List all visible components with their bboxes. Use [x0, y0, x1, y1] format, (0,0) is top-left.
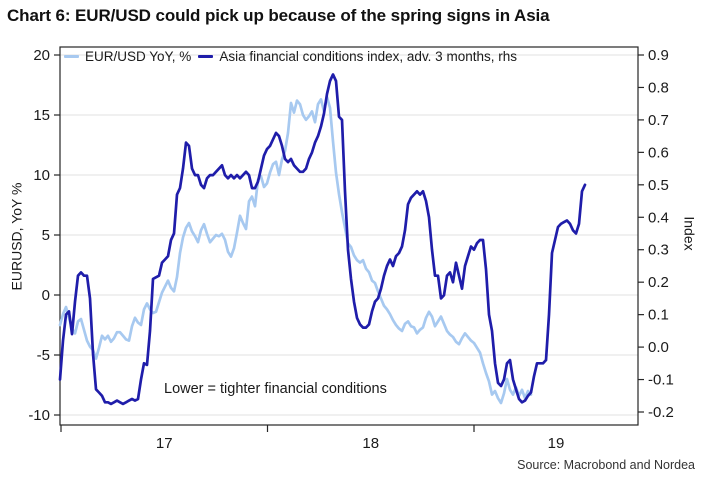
right-tick-label: 0.7 [648, 112, 669, 129]
x-tick-label: 19 [548, 435, 565, 452]
right-tick-label: 0.8 [648, 79, 669, 96]
chart-title: Chart 6: EUR/USD could pick up because o… [7, 6, 550, 25]
x-tick-label: 18 [362, 435, 379, 452]
right-tick-label: 0.4 [648, 209, 669, 226]
plot-frame [59, 46, 639, 426]
left-tick-label: 10 [33, 167, 50, 184]
right-tick-label: 0.1 [648, 307, 669, 324]
left-tick-label: -5 [37, 347, 50, 364]
left-tick-label: 0 [42, 287, 50, 304]
left-tick-label: 20 [33, 47, 50, 64]
legend-label-asia-fci: Asia financial conditions index, adv. 3 … [219, 49, 517, 64]
legend-item-eurusd: EUR/USD YoY, % [64, 49, 191, 64]
right-tick-label: 0.6 [648, 144, 669, 161]
right-tick-label: 0.2 [648, 274, 669, 291]
right-tick-label: 0.3 [648, 242, 669, 259]
right-tick-label: -0.1 [648, 372, 674, 389]
eurusd-line-swatch [64, 55, 79, 58]
right-tick-label: 0.9 [648, 47, 669, 64]
left-tick-label: -10 [28, 407, 50, 424]
right-y-axis-title: Index [681, 216, 698, 251]
right-tick-label: 0.0 [648, 339, 669, 356]
right-tick-label: 0.5 [648, 177, 669, 194]
series-line-asia-fci [58, 73, 587, 406]
left-tick-label: 5 [42, 227, 50, 244]
plot-annotation: Lower = tighter financial conditions [164, 381, 387, 397]
asia-fci-line-swatch [198, 55, 214, 58]
x-tick-label: 17 [156, 435, 173, 452]
series-line-eurusd [58, 95, 533, 405]
left-tick-label: 15 [33, 107, 50, 124]
left-y-axis-title: EURUSD, YoY % [8, 182, 25, 291]
legend-item-asia-fci: Asia financial conditions index, adv. 3 … [198, 49, 517, 64]
chart-legend: EUR/USD YoY, % Asia financial conditions… [64, 49, 517, 64]
right-tick-label: -0.2 [648, 404, 674, 421]
source-note: Source: Macrobond and Nordea [517, 458, 695, 472]
legend-label-eurusd: EUR/USD YoY, % [85, 49, 192, 64]
